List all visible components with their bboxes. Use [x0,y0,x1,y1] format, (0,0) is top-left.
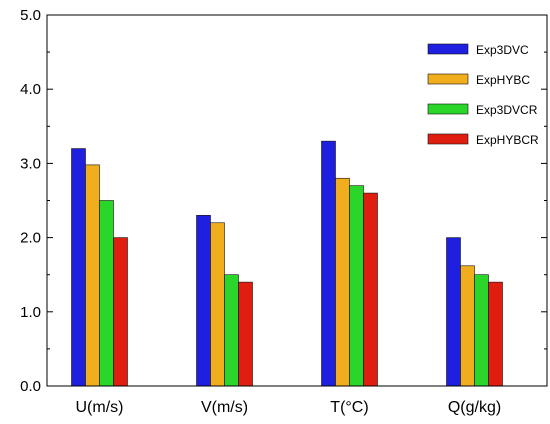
y-tick-label: 3.0 [20,155,41,172]
x-category-label: V(m/s) [201,399,248,416]
x-category-label: Q(g/kg) [448,399,501,416]
legend-swatch [427,43,469,55]
x-category-label: T(°C) [330,399,368,416]
legend-swatch [427,133,469,145]
y-tick-label: 0.0 [20,378,41,395]
bar-Exp3DVCR-1 [224,274,239,387]
bar-ExpHYBCR-0 [113,237,128,387]
y-axis: 0.0 1.0 2.0 3.0 4.0 5.0 [20,7,547,395]
bar-ExpHYBCR-3 [488,281,503,387]
bar-ExpHYBC-0 [85,164,100,387]
legend-swatch [427,103,469,115]
bar-Exp3DVC-2 [321,140,336,387]
legend-label: ExpHYBCR [476,133,539,147]
x-category-label: U(m/s) [76,399,124,416]
legend-label: Exp3DVC [476,43,529,57]
bar-ExpHYBC-1 [210,222,225,387]
legend-label: ExpHYBC [476,73,530,87]
legend: Exp3DVC ExpHYBC Exp3DVCR ExpHYBCR [427,43,539,147]
bar-Exp3DVC-0 [71,148,86,387]
y-tick-label: 4.0 [20,81,41,98]
bar-ExpHYBCR-1 [238,281,253,387]
bar-Exp3DVC-3 [446,237,461,387]
x-axis: U(m/s) V(m/s) T(°C) Q(g/kg) [76,399,502,416]
bar-Exp3DVCR-2 [349,185,364,387]
bars-group [71,140,503,387]
legend-label: Exp3DVCR [476,103,538,117]
bar-ExpHYBC-3 [460,265,475,387]
y-tick-label: 2.0 [20,230,41,247]
legend-swatch [427,73,469,85]
bar-Exp3DVC-1 [196,215,211,387]
bar-Exp3DVCR-3 [474,274,489,387]
bar-ExpHYBCR-2 [363,192,378,387]
y-tick-label: 1.0 [20,304,41,321]
bar-ExpHYBC-2 [335,177,350,387]
bar-Exp3DVCR-0 [99,200,114,387]
y-tick-label: 5.0 [20,7,41,24]
